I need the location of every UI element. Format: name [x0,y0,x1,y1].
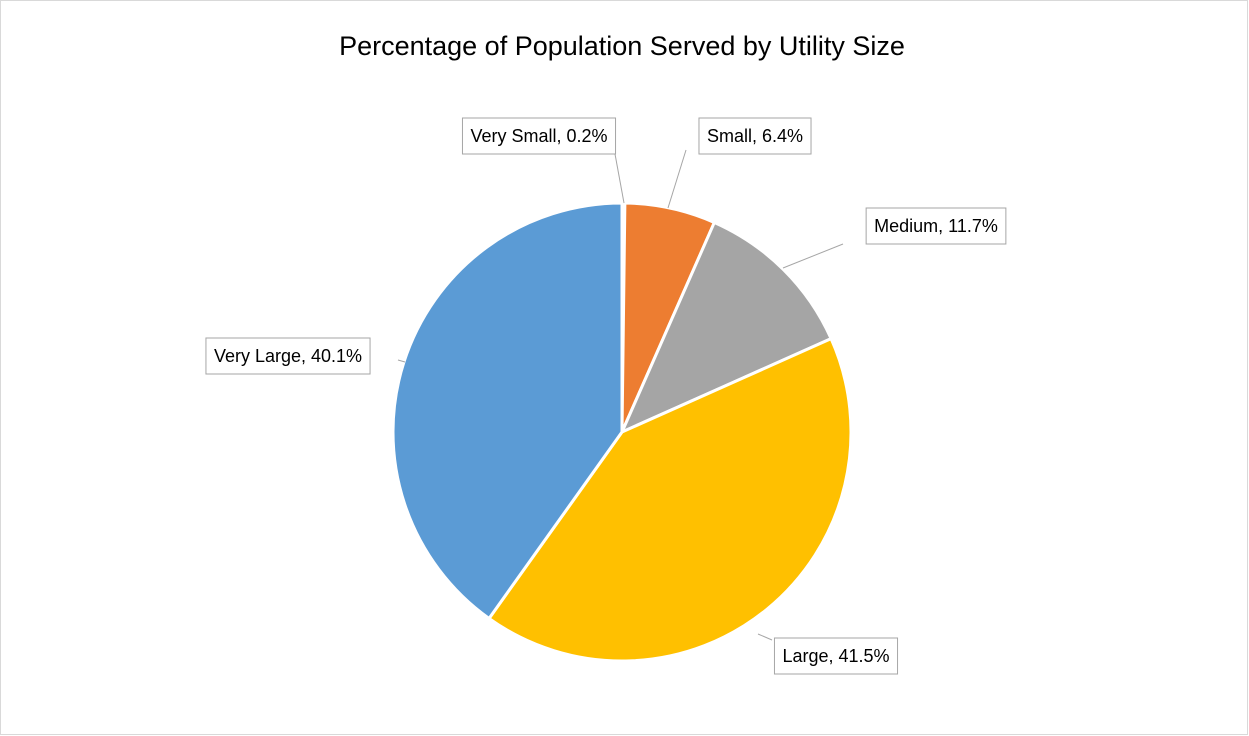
leader-line [757,633,773,641]
leader-line [667,149,687,209]
data-label: Small, 6.4% [707,126,803,146]
data-label-box [773,637,899,675]
leader-line [614,153,625,204]
pie-slice [620,220,833,434]
data-label-box [698,117,812,155]
data-label-box [865,207,1007,245]
data-label: Medium, 11.7% [874,216,998,236]
data-label: Very Small, 0.2% [470,126,607,146]
chart-title: Percentage of Population Served by Utili… [339,31,905,61]
leader-line [397,359,406,363]
data-label: Very Large, 40.1% [214,346,362,366]
pie-slice [487,337,853,663]
leader-line [782,243,844,269]
data-label: Large, 41.5% [782,646,889,666]
data-label-box [461,117,617,155]
data-label-box [205,337,371,375]
